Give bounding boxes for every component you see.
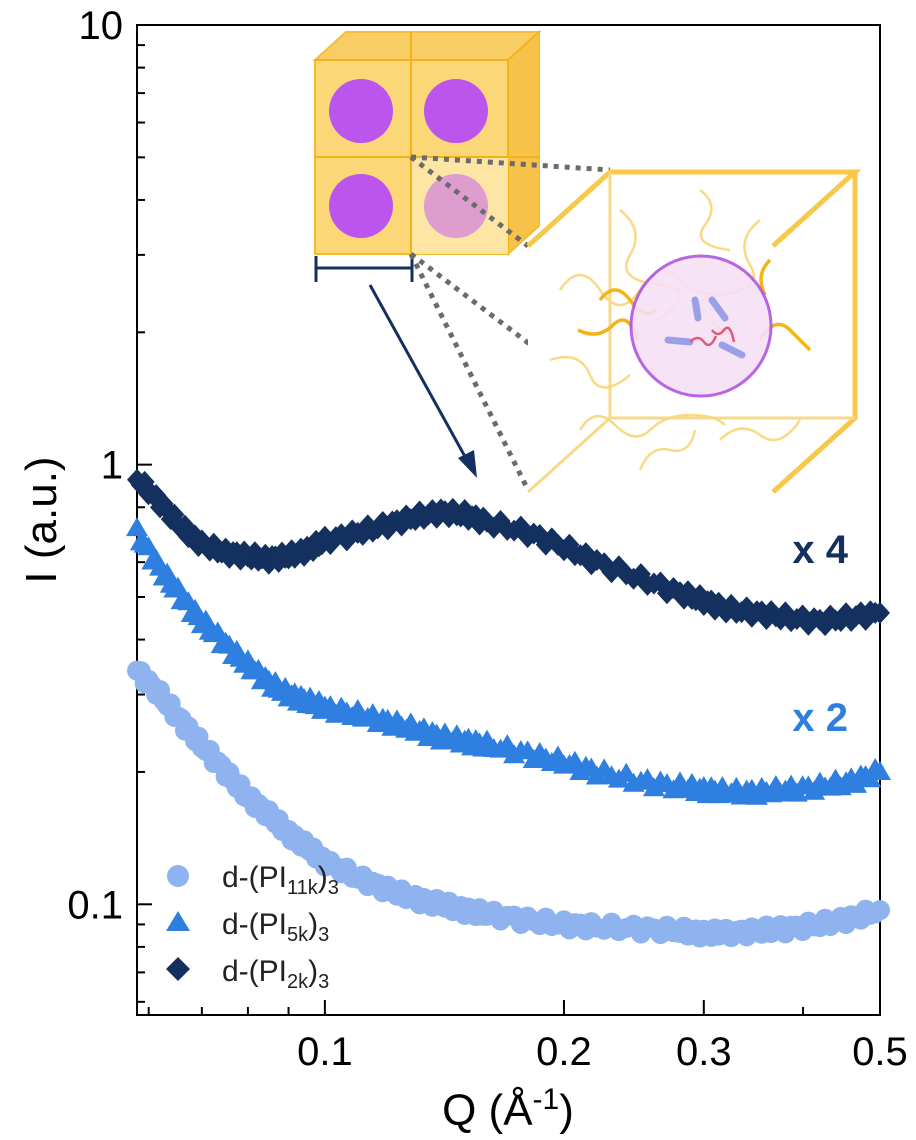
data-point-triangle — [126, 517, 148, 537]
y-axis-title: I (a.u.) — [17, 456, 66, 583]
data-point-triangle — [503, 744, 526, 764]
axis-ticks: 0.1 0.2 0.3 0.5 0.1 1 10 — [67, 4, 907, 1074]
micelle-core — [629, 254, 773, 398]
legend-marker-triangle — [166, 911, 190, 931]
lattice-cubes — [312, 29, 542, 257]
series-diamond — [127, 468, 890, 637]
enlarged-cube — [526, 169, 862, 494]
x-tick-label: 0.1 — [297, 1030, 353, 1074]
series-circle — [127, 660, 890, 948]
y-tick-label: 1 — [101, 444, 123, 488]
micelle-sphere — [329, 174, 393, 238]
data-point-diamond — [160, 508, 181, 531]
data-point-triangle — [210, 634, 233, 654]
legend: d-(PI11k)3 d-(PI5k)3 d-(PI2k)3 — [166, 861, 339, 993]
data-point-triangle — [180, 603, 203, 623]
annotation-x2: x 2 — [792, 696, 848, 740]
data-point-triangle — [129, 531, 152, 551]
micelle-sphere — [424, 79, 488, 143]
annotation-x4: x 4 — [792, 528, 848, 572]
data-point-circle — [127, 660, 147, 681]
lattice-spacing-bar — [314, 256, 414, 282]
data-point-triangle — [250, 670, 273, 690]
micelle-sphere — [424, 174, 488, 238]
data-point-triangle — [222, 645, 245, 665]
data-point-triangle — [152, 566, 175, 586]
legend-label-pi2k: d-(PI2k)3 — [222, 955, 329, 993]
x-tick-label: 0.2 — [536, 1030, 592, 1074]
y-tick-label: 0.1 — [67, 883, 123, 927]
legend-marker-diamond — [166, 957, 190, 981]
data-point-triangle — [569, 760, 592, 780]
data-point-diamond — [510, 515, 531, 538]
legend-label-pi5k: d-(PI5k)3 — [222, 908, 329, 946]
data-point-triangle — [141, 550, 164, 570]
inset-illustration — [312, 29, 862, 494]
series-triangle — [126, 517, 891, 805]
x-tick-label: 0.5 — [852, 1030, 908, 1074]
legend-label-pi11k: d-(PI11k)3 — [222, 861, 339, 899]
series-layer — [126, 468, 891, 948]
legend-marker-circle — [167, 865, 189, 887]
micelle-sphere — [329, 79, 393, 143]
data-point-diamond — [127, 468, 147, 491]
data-point-triangle — [170, 590, 193, 610]
zoom-lines — [408, 154, 612, 492]
arrow-to-peak — [368, 284, 477, 478]
x-axis-title: Q (Å-1) — [442, 1083, 574, 1135]
x-tick-label: 0.3 — [676, 1030, 732, 1074]
data-point-triangle — [366, 713, 389, 733]
y-tick-label: 10 — [79, 4, 124, 48]
